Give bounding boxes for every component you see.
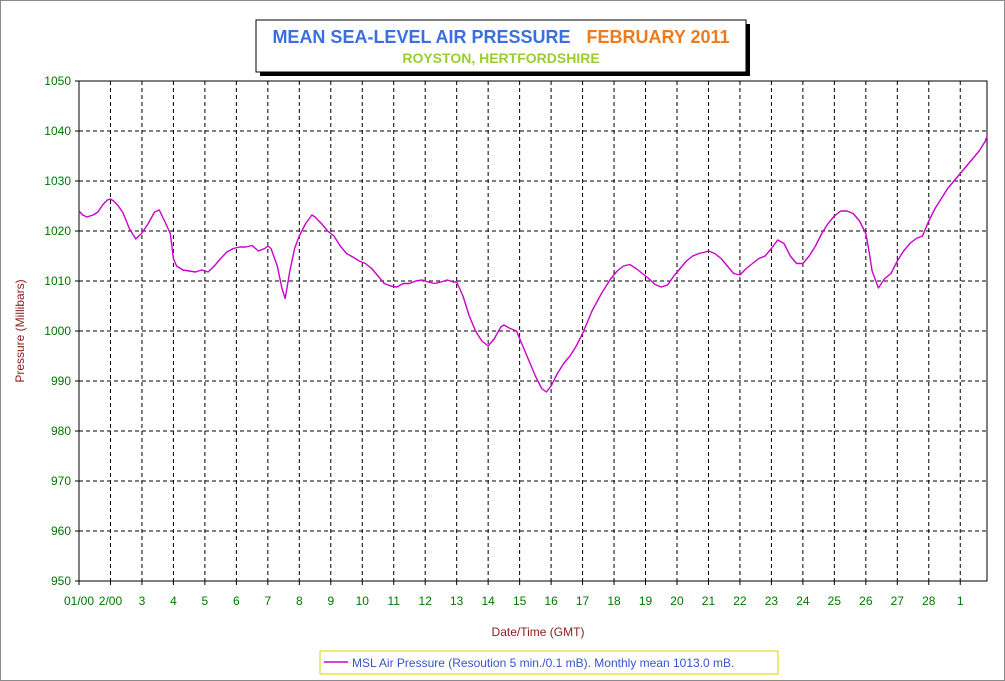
y-tick-label: 950: [51, 574, 71, 588]
x-tick-label: 7: [264, 594, 271, 608]
y-tick-label: 960: [51, 524, 71, 538]
x-tick-label: 6: [233, 594, 240, 608]
chart-title-period: FEBRUARY 2011: [586, 27, 729, 47]
legend-label: MSL Air Pressure (Resoution 5 min./0.1 m…: [352, 656, 734, 670]
x-tick-label: 10: [356, 594, 370, 608]
chart-title-main: MEAN SEA-LEVEL AIR PRESSURE: [272, 27, 570, 47]
x-tick-label: 5: [202, 594, 209, 608]
y-axis-title: Pressure (Millibars): [13, 279, 27, 382]
series-line-msl-pressure: [78, 135, 988, 393]
chart-subtitle: ROYSTON, HERTFORDSHIRE: [402, 50, 599, 66]
x-tick-label: 22: [733, 594, 747, 608]
x-tick-label: 4: [170, 594, 177, 608]
y-tick-label: 1000: [44, 324, 71, 338]
x-tick-label: 19: [639, 594, 653, 608]
x-tick-label: 25: [828, 594, 842, 608]
x-tick-label: 26: [859, 594, 873, 608]
x-axis-ticks: 01/00 2/00 3 4 5 6 7 8 9 10 11 12 13 14 15 16 17 18 19 20 21…: [64, 581, 964, 608]
legend-box: [319, 650, 779, 675]
x-tick-label: 13: [450, 594, 464, 608]
x-tick-label: 8: [296, 594, 303, 608]
y-tick-label: 1050: [44, 74, 71, 88]
x-tick-label: 24: [796, 594, 810, 608]
y-axis-ticks: 950 960 970 980 990 1000 1010 1020 1030 1040 1050: [44, 74, 79, 588]
grid-lines: [79, 81, 987, 581]
y-tick-label: 980: [51, 424, 71, 438]
x-tick-label: 15: [513, 594, 527, 608]
x-tick-label: 14: [481, 594, 495, 608]
x-tick-label: 23: [765, 594, 779, 608]
x-tick-label: 27: [891, 594, 905, 608]
x-tick-label: 11: [387, 594, 400, 608]
x-tick-label: 17: [576, 594, 590, 608]
y-tick-label: 1010: [44, 274, 71, 288]
y-tick-label: 1030: [44, 174, 71, 188]
series-layer: [78, 135, 988, 393]
x-tick-label: 18: [607, 594, 621, 608]
chart-title: MEAN SEA-LEVEL AIR PRESSURE FEBRUARY 2011: [272, 27, 729, 47]
title-box: [255, 19, 747, 73]
y-tick-label: 990: [51, 374, 71, 388]
x-tick-label: 9: [327, 594, 334, 608]
x-axis-title: Date/Time (GMT): [492, 625, 585, 639]
y-tick-label: 1040: [44, 124, 71, 138]
x-tick-label: 16: [544, 594, 558, 608]
x-tick-label: 1: [957, 594, 964, 608]
y-tick-label: 1020: [44, 224, 71, 238]
x-tick-label: 21: [702, 594, 716, 608]
x-tick-label: 01/00: [64, 594, 94, 608]
y-tick-label: 970: [51, 474, 71, 488]
x-tick-label: 3: [139, 594, 146, 608]
x-tick-label: 2/00: [99, 594, 123, 608]
x-tick-label: 12: [419, 594, 433, 608]
x-tick-label: 20: [670, 594, 684, 608]
x-tick-label: 28: [922, 594, 936, 608]
